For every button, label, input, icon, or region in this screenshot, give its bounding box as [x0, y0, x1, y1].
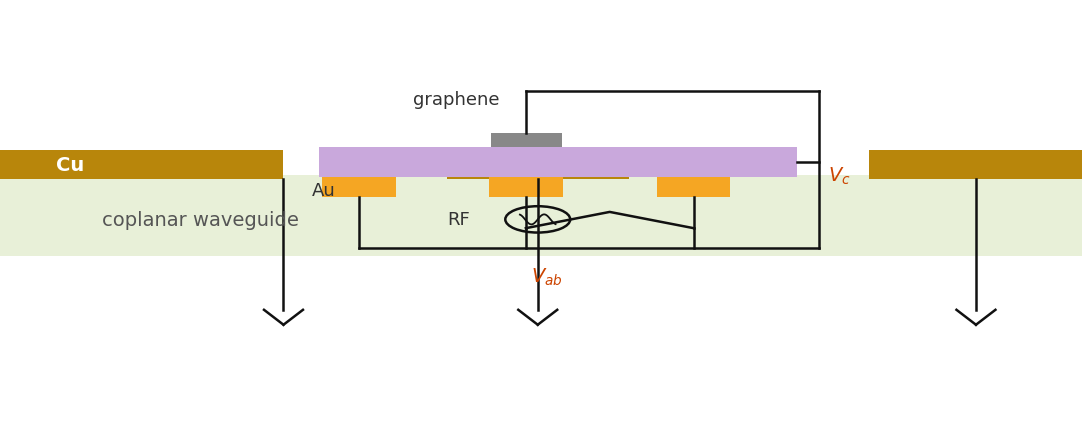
Text: $V_c$: $V_c$ — [828, 166, 850, 187]
Bar — [319, 148, 797, 177]
Text: coplanar waveguide: coplanar waveguide — [102, 210, 299, 230]
Bar — [657, 177, 730, 198]
Text: $V_{ab}$: $V_{ab}$ — [530, 266, 563, 288]
Bar — [869, 151, 1082, 180]
Bar — [491, 134, 562, 148]
Bar — [489, 177, 563, 198]
Text: Cu: Cu — [56, 156, 84, 175]
Bar — [0, 151, 283, 180]
Text: Au: Au — [312, 181, 335, 200]
Text: graphene: graphene — [413, 91, 500, 109]
Bar — [447, 151, 629, 180]
Text: RF: RF — [447, 211, 470, 229]
Bar — [322, 177, 396, 198]
Bar — [0, 175, 1082, 256]
